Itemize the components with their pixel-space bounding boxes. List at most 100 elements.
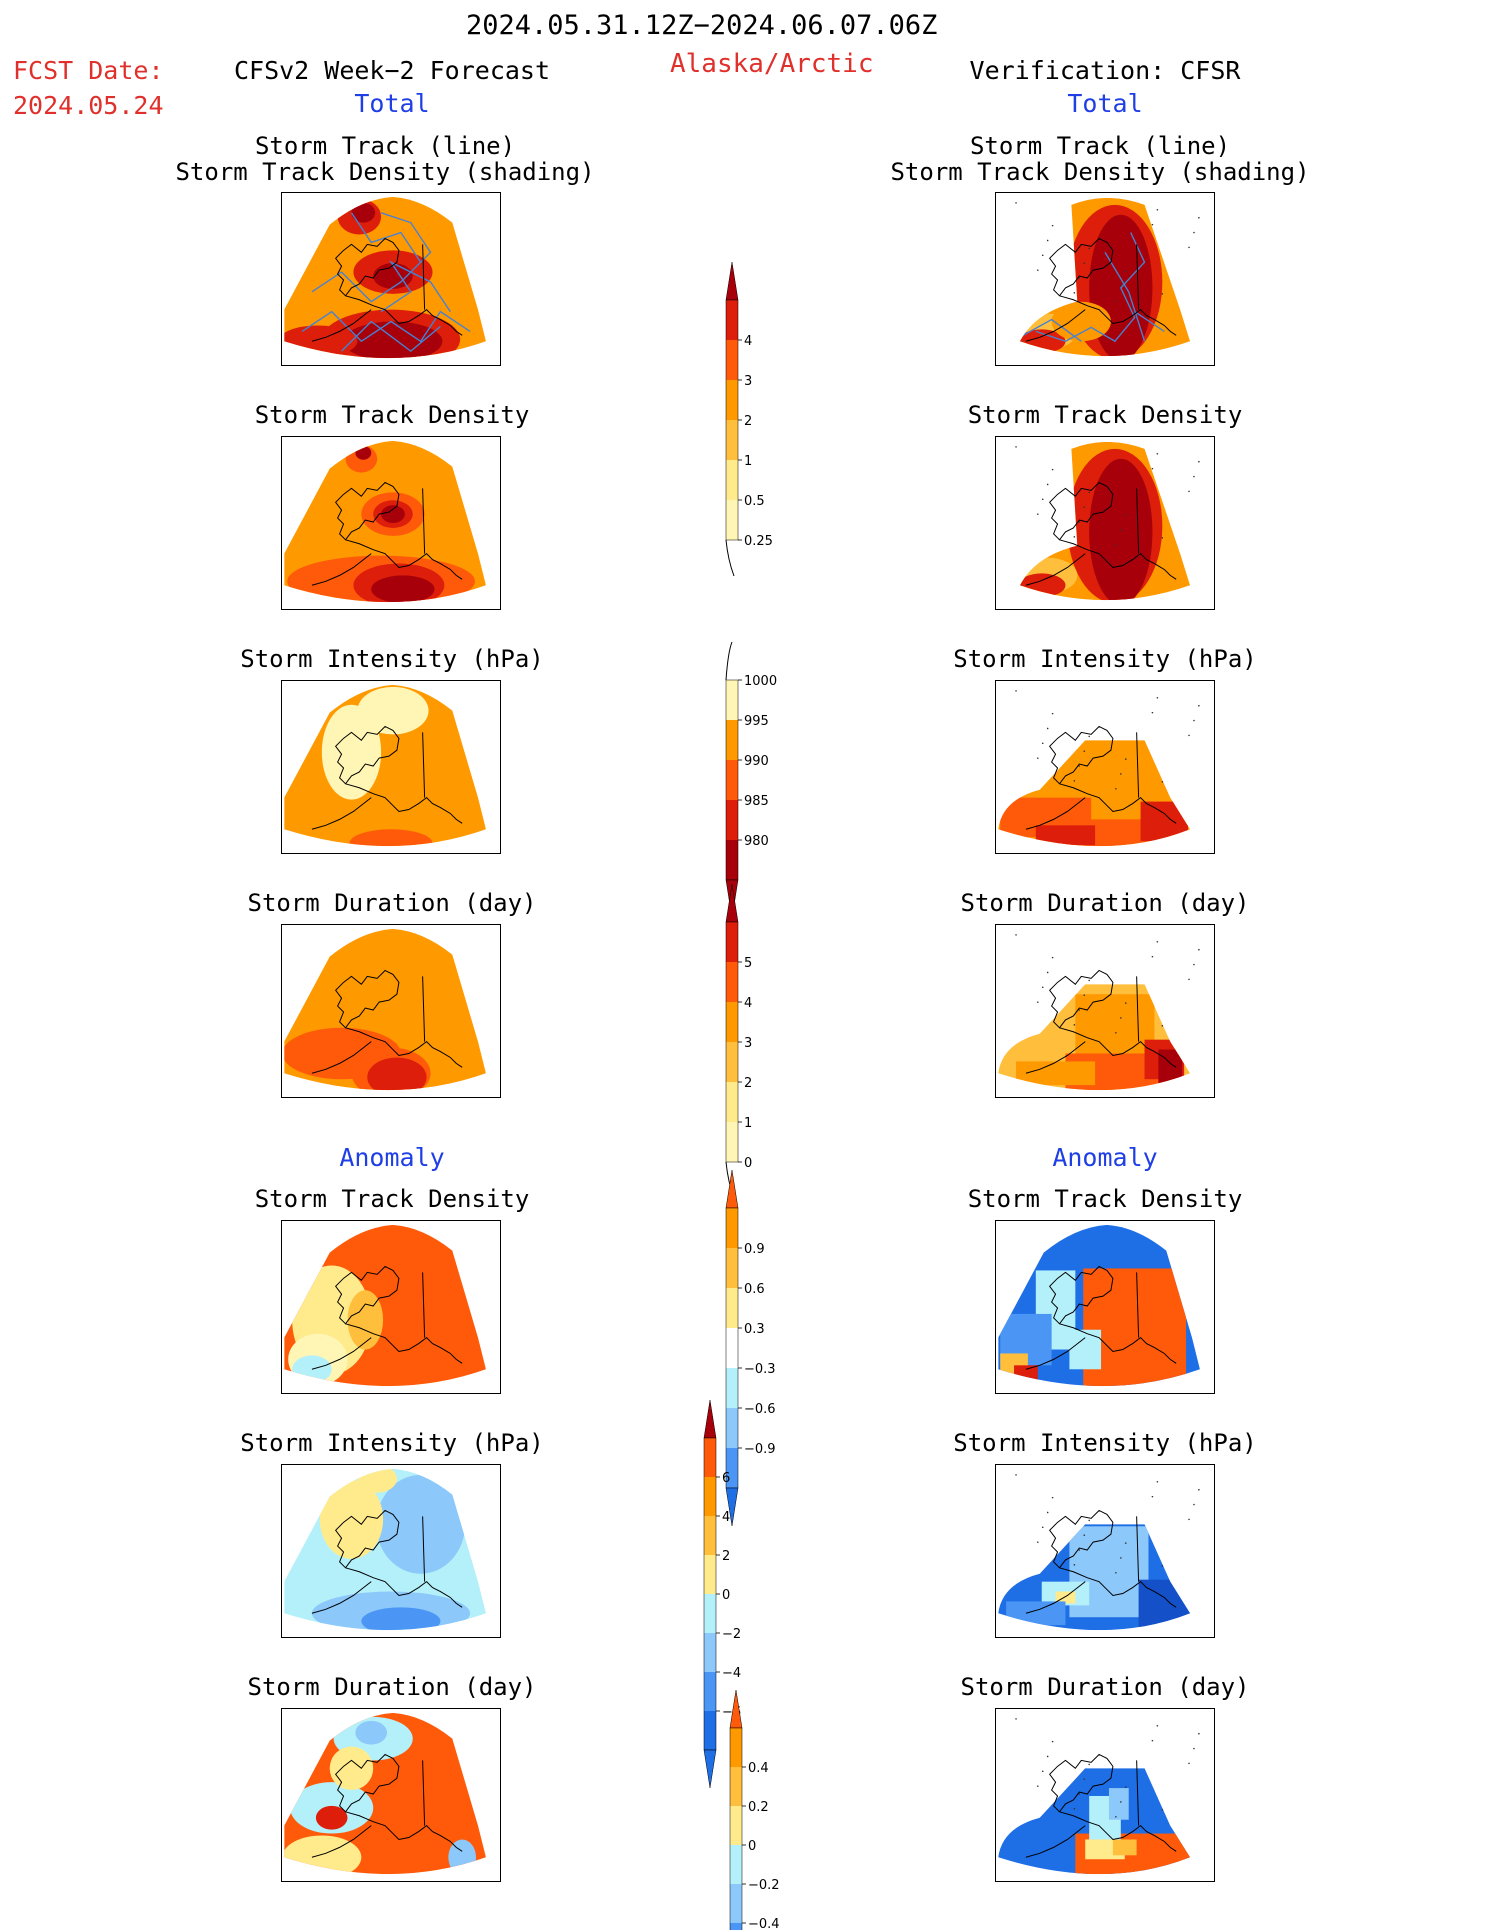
contour-region: [1089, 458, 1153, 601]
grid-point: [1088, 491, 1090, 494]
colorbar-segment: [704, 1516, 716, 1555]
contour-region: [1055, 1591, 1076, 1604]
colorbar-segment: [726, 800, 738, 840]
colorbar-tail-top: [725, 641, 733, 681]
right-anom-duration-title: Storm Duration (day): [960, 1673, 1250, 1701]
border-line: [422, 1272, 426, 1338]
colorbar-tick-label: 4: [744, 334, 752, 349]
grid-point: [1015, 446, 1017, 448]
colorbar-segment: [726, 460, 738, 500]
grid-point: [1188, 246, 1190, 249]
colorbar-arrow-top: [729, 1689, 743, 1729]
colorbar-segment: [730, 1884, 742, 1923]
grid-point: [1041, 742, 1044, 745]
map-right-anom-intensity: [995, 1464, 1215, 1638]
grid-point: [1046, 1755, 1049, 1758]
grid-point: [1151, 711, 1154, 714]
map-left-density: [281, 436, 501, 610]
grid-point: [1151, 223, 1154, 226]
map-left-anom-intensity: [281, 1464, 501, 1638]
contour-region: [1069, 1329, 1102, 1370]
colorbar-segment: [704, 1438, 716, 1477]
grid-point: [1161, 781, 1164, 783]
map-left-anom-duration: [281, 1708, 501, 1882]
colorbar-tick-label: −2: [722, 1627, 741, 1642]
colorbar-tick-label: 5: [744, 956, 752, 971]
colorbar-segment: [704, 1633, 716, 1672]
grid-point: [1115, 543, 1117, 546]
left-density-title: Storm Track Density: [254, 401, 530, 429]
grid-point: [1188, 978, 1190, 981]
contour-region: [347, 1290, 384, 1350]
contour-region: [355, 445, 372, 460]
grid-point: [1198, 460, 1200, 463]
colorbar-tick-label: 0.2: [748, 1800, 769, 1815]
grid-point: [1083, 506, 1086, 508]
colorbar-segment: [726, 1368, 738, 1408]
contour-region: [357, 1468, 397, 1493]
fcst-date-value: 2024.05.24: [13, 91, 164, 120]
grid-point: [1051, 1740, 1054, 1743]
grid-point: [1036, 269, 1039, 271]
map-right-intensity: [995, 680, 1215, 854]
border-line: [1136, 1272, 1140, 1338]
colorbar-tick-label: 0.25: [744, 534, 773, 549]
colorbar-segment: [730, 1923, 742, 1930]
right-total-label: Total: [1067, 89, 1143, 118]
contour-region: [1035, 825, 1096, 846]
colorbar-segment: [726, 1122, 738, 1162]
contour-region: [315, 1805, 348, 1830]
colorbar-tick-label: 4: [744, 996, 752, 1011]
contour-region: [367, 1057, 427, 1091]
grid-point: [1083, 1778, 1086, 1780]
colorbar-tick-label: −4: [722, 1666, 741, 1681]
contour-region: [321, 704, 382, 800]
colorbar-tick-label: 3: [744, 374, 752, 389]
map-left-intensity: [281, 680, 501, 854]
colorbar-tick-label: 4: [722, 1510, 730, 1525]
grid-point: [1083, 1534, 1086, 1536]
coastline: [1025, 1509, 1177, 1614]
grid-point: [1120, 1801, 1122, 1803]
map-left-track: [281, 192, 501, 366]
border-line: [1136, 976, 1140, 1042]
grid-point: [1078, 1793, 1081, 1795]
colorbar-segment: [726, 720, 738, 760]
border-line: [1136, 244, 1140, 310]
contour-region: [1051, 301, 1111, 342]
grid-point: [1156, 1725, 1159, 1727]
colorbar-segment: [704, 1711, 716, 1750]
contour-region: [1006, 1601, 1066, 1626]
left-anom-density-title: Storm Track Density: [254, 1185, 530, 1213]
grid-point: [1083, 262, 1086, 264]
grid-point: [1156, 209, 1159, 211]
colorbar-tick-label: 0.4: [748, 1761, 769, 1776]
grid-point: [1161, 1809, 1164, 1811]
map-left-anom-density: [281, 1220, 501, 1394]
grid-point: [1088, 247, 1090, 250]
grid-point: [1015, 690, 1017, 692]
grid-point: [1124, 758, 1127, 760]
border-line: [422, 1760, 426, 1826]
grid-point: [1036, 1001, 1039, 1003]
grid-point: [1124, 1542, 1127, 1544]
map-right-anom-density: [995, 1220, 1215, 1394]
colorbar-segment: [726, 760, 738, 800]
coastline: [1025, 1265, 1177, 1370]
grid-point: [1041, 254, 1044, 257]
right-anom-density-title: Storm Track Density: [967, 1185, 1243, 1213]
contour-region: [1014, 1365, 1038, 1386]
contour-region: [1016, 1061, 1096, 1086]
contour-region: [349, 829, 433, 847]
colorbar-arrow-bottom: [703, 1749, 717, 1789]
colorbar-tick-label: 980: [744, 834, 769, 849]
grid-point: [1041, 986, 1044, 989]
grid-point: [1036, 513, 1039, 515]
colorbar-segment: [726, 1042, 738, 1082]
grid-point: [1188, 1762, 1190, 1765]
grid-point: [1124, 1786, 1127, 1788]
grid-point: [1046, 239, 1049, 242]
colorbar-segment: [726, 380, 738, 420]
colorbar-segment: [726, 1408, 738, 1448]
colorbar-intensity-anom: 6 4 2 0 −2 −4 −6: [694, 1399, 784, 1789]
